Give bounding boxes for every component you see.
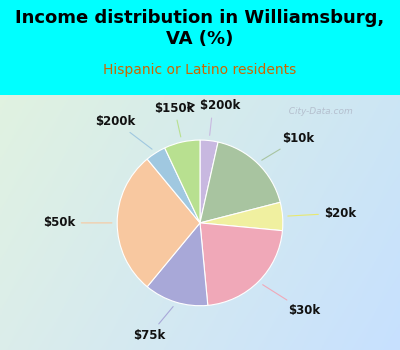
Text: Income distribution in Williamsburg,
VA (%): Income distribution in Williamsburg, VA … <box>15 9 385 48</box>
Text: > $200k: > $200k <box>186 99 240 135</box>
Text: $75k: $75k <box>133 307 173 342</box>
Text: $150k: $150k <box>154 102 194 137</box>
Wedge shape <box>117 159 200 287</box>
Wedge shape <box>200 140 218 223</box>
Text: $200k: $200k <box>95 115 152 149</box>
Text: $50k: $50k <box>44 216 112 229</box>
Text: City-Data.com: City-Data.com <box>283 106 352 116</box>
Text: $20k: $20k <box>288 206 356 220</box>
Wedge shape <box>165 140 200 223</box>
Wedge shape <box>200 223 282 305</box>
Text: $10k: $10k <box>262 132 314 160</box>
Wedge shape <box>147 223 208 306</box>
Wedge shape <box>147 148 200 223</box>
Text: Hispanic or Latino residents: Hispanic or Latino residents <box>103 63 297 77</box>
Wedge shape <box>200 142 280 223</box>
Text: $30k: $30k <box>263 285 320 317</box>
Wedge shape <box>200 202 283 231</box>
